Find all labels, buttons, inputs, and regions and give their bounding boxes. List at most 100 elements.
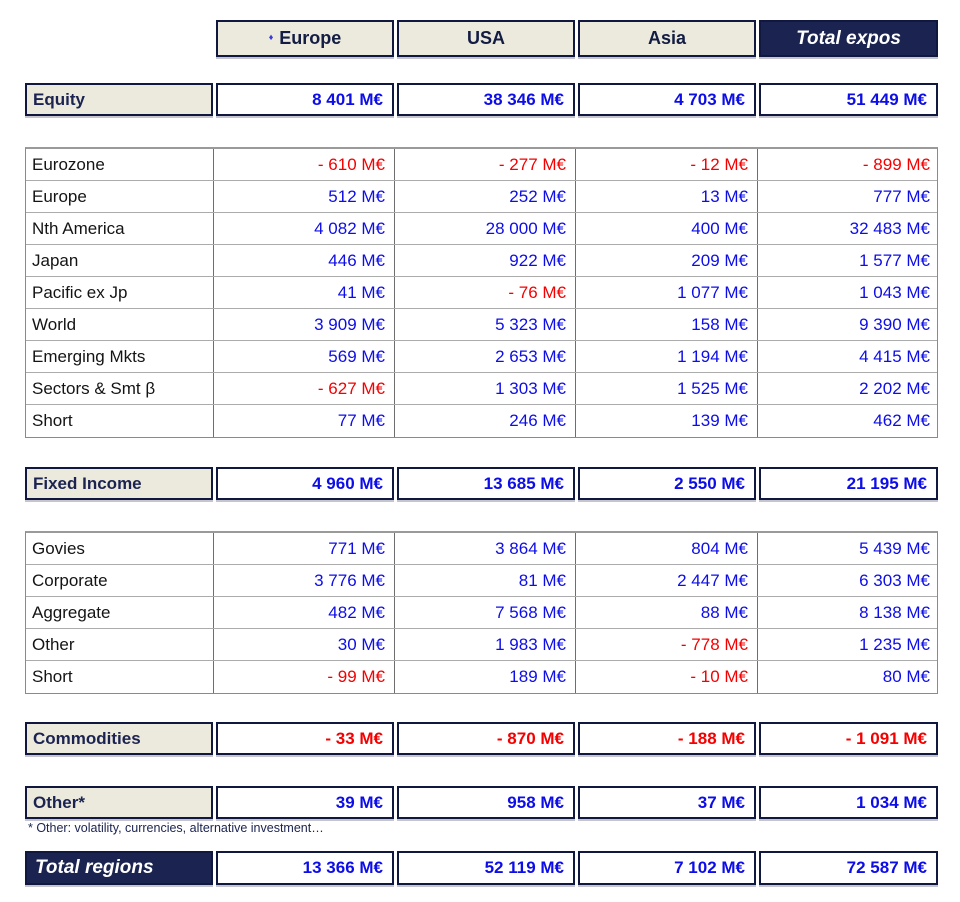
table-row: Corporate 3 776 M€ 81 M€ 2 447 M€ 6 303 M€: [26, 565, 937, 597]
other-value-asia: 37 M€: [578, 786, 756, 819]
value-cell: 32 483 M€: [849, 218, 930, 238]
value-cell: 3 909 M€: [214, 309, 395, 340]
other-value-europe: 39 M€: [216, 786, 394, 819]
value-cell: 2 202 M€: [859, 378, 930, 398]
row-label: Sectors & Smt β: [26, 373, 214, 404]
other-summary-row: Other* 39 M€ 958 M€ 37 M€ 1 034 M€: [25, 786, 938, 819]
total-regions-value-asia: 7 102 M€: [578, 851, 756, 885]
row-label: Japan: [26, 245, 214, 276]
equity-label: Equity: [25, 83, 213, 116]
commodities-value-asia: - 188 M€: [578, 722, 756, 755]
other-footnote: * Other: volatility, currencies, alterna…: [28, 821, 324, 835]
value-cell: 482 M€: [214, 597, 395, 628]
value-cell: 8 138 M€: [859, 602, 930, 622]
row-label: World: [26, 309, 214, 340]
table-row: Other 30 M€ 1 983 M€ - 778 M€ 1 235 M€: [26, 629, 937, 661]
commodities-value-usa: - 870 M€: [397, 722, 575, 755]
row-label: Short: [26, 405, 214, 437]
table-row: Aggregate 482 M€ 7 568 M€ 88 M€ 8 138 M€: [26, 597, 937, 629]
value-cell: 446 M€: [214, 245, 395, 276]
value-cell: - 10 M€: [576, 661, 758, 693]
column-header-row: ♦ Europe USA Asia Total expos: [25, 20, 938, 57]
equity-value-asia: 4 703 M€: [578, 83, 756, 116]
value-cell: 1 303 M€: [395, 373, 576, 404]
commodities-value-europe: - 33 M€: [216, 722, 394, 755]
diamond-bullet-icon: ♦: [268, 32, 274, 42]
value-cell: 771 M€: [214, 533, 395, 564]
value-cell: 400 M€: [576, 213, 758, 244]
table-row: Short - 99 M€ 189 M€ - 10 M€ 80 M€: [26, 661, 937, 693]
value-cell: 804 M€: [576, 533, 758, 564]
fixed-income-detail-table: Govies 771 M€ 3 864 M€ 804 M€ 5 439 M€ Corpor…: [25, 531, 938, 694]
value-cell: 88 M€: [576, 597, 758, 628]
value-cell: - 778 M€: [576, 629, 758, 660]
value-cell: - 899 M€: [862, 154, 930, 174]
value-cell: - 76 M€: [395, 277, 576, 308]
fixed-income-value-europe: 4 960 M€: [216, 467, 394, 500]
fixed-income-value-total: 21 195 M€: [759, 467, 938, 500]
value-cell: - 12 M€: [576, 149, 758, 180]
value-cell: 2 447 M€: [576, 565, 758, 596]
value-cell: 1 077 M€: [576, 277, 758, 308]
value-cell: 9 390 M€: [859, 314, 930, 334]
row-label: Govies: [26, 533, 214, 564]
header-spacer: [25, 20, 213, 57]
total-regions-value-europe: 13 366 M€: [216, 851, 394, 885]
row-label: Short: [26, 661, 214, 693]
value-cell: 139 M€: [576, 405, 758, 437]
table-row: World 3 909 M€ 5 323 M€ 158 M€ 9 390 M€: [26, 309, 937, 341]
column-header-total-expos: Total expos: [759, 20, 938, 57]
row-label: Europe: [26, 181, 214, 212]
row-label: Emerging Mkts: [26, 341, 214, 372]
value-cell: 77 M€: [214, 405, 395, 437]
row-label: Nth America: [26, 213, 214, 244]
column-header-europe: ♦ Europe: [216, 20, 394, 57]
fixed-income-value-asia: 2 550 M€: [578, 467, 756, 500]
total-regions-value-total: 72 587 M€: [759, 851, 938, 885]
row-label: Pacific ex Jp: [26, 277, 214, 308]
value-cell: 28 000 M€: [395, 213, 576, 244]
value-cell: 4 082 M€: [214, 213, 395, 244]
value-cell: 777 M€: [873, 186, 930, 206]
table-row: Govies 771 M€ 3 864 M€ 804 M€ 5 439 M€: [26, 533, 937, 565]
table-row: Emerging Mkts 569 M€ 2 653 M€ 1 194 M€ 4 415…: [26, 341, 937, 373]
value-cell: 922 M€: [395, 245, 576, 276]
value-cell: - 627 M€: [214, 373, 395, 404]
equity-detail-table: Eurozone - 610 M€ - 277 M€ - 12 M€ - 899 M€ E…: [25, 147, 938, 438]
total-regions-row: Total regions 13 366 M€ 52 119 M€ 7 102 …: [25, 851, 938, 885]
value-cell: 1 043 M€: [859, 282, 930, 302]
value-cell: 30 M€: [214, 629, 395, 660]
value-cell: 209 M€: [576, 245, 758, 276]
table-row: Eurozone - 610 M€ - 277 M€ - 12 M€ - 899 M€: [26, 149, 937, 181]
other-value-usa: 958 M€: [397, 786, 575, 819]
commodities-value-total: - 1 091 M€: [759, 722, 938, 755]
value-cell: 81 M€: [395, 565, 576, 596]
table-row: Europe 512 M€ 252 M€ 13 M€ 777 M€: [26, 181, 937, 213]
value-cell: 5 323 M€: [395, 309, 576, 340]
value-cell: 1 577 M€: [859, 250, 930, 270]
row-label: Aggregate: [26, 597, 214, 628]
table-row: Japan 446 M€ 922 M€ 209 M€ 1 577 M€: [26, 245, 937, 277]
value-cell: 158 M€: [576, 309, 758, 340]
equity-summary-row: Equity 8 401 M€ 38 346 M€ 4 703 M€ 51 44…: [25, 83, 938, 116]
value-cell: 5 439 M€: [859, 538, 930, 558]
row-label: Other: [26, 629, 214, 660]
value-cell: 462 M€: [873, 411, 930, 430]
value-cell: 189 M€: [395, 661, 576, 693]
value-cell: - 99 M€: [214, 661, 395, 693]
equity-value-total: 51 449 M€: [759, 83, 938, 116]
value-cell: 41 M€: [214, 277, 395, 308]
other-label: Other*: [25, 786, 213, 819]
table-row: Short 77 M€ 246 M€ 139 M€ 462 M€: [26, 405, 937, 437]
row-label: Corporate: [26, 565, 214, 596]
table-row: Nth America 4 082 M€ 28 000 M€ 400 M€ 32 483…: [26, 213, 937, 245]
column-header-europe-label: Europe: [279, 28, 342, 48]
equity-value-europe: 8 401 M€: [216, 83, 394, 116]
value-cell: 3 776 M€: [214, 565, 395, 596]
total-regions-label: Total regions: [25, 851, 213, 885]
commodities-summary-row: Commodities - 33 M€ - 870 M€ - 188 M€ - …: [25, 722, 938, 755]
value-cell: 1 525 M€: [576, 373, 758, 404]
fixed-income-label: Fixed Income: [25, 467, 213, 500]
value-cell: 246 M€: [395, 405, 576, 437]
table-row: Pacific ex Jp 41 M€ - 76 M€ 1 077 M€ 1 043 M…: [26, 277, 937, 309]
